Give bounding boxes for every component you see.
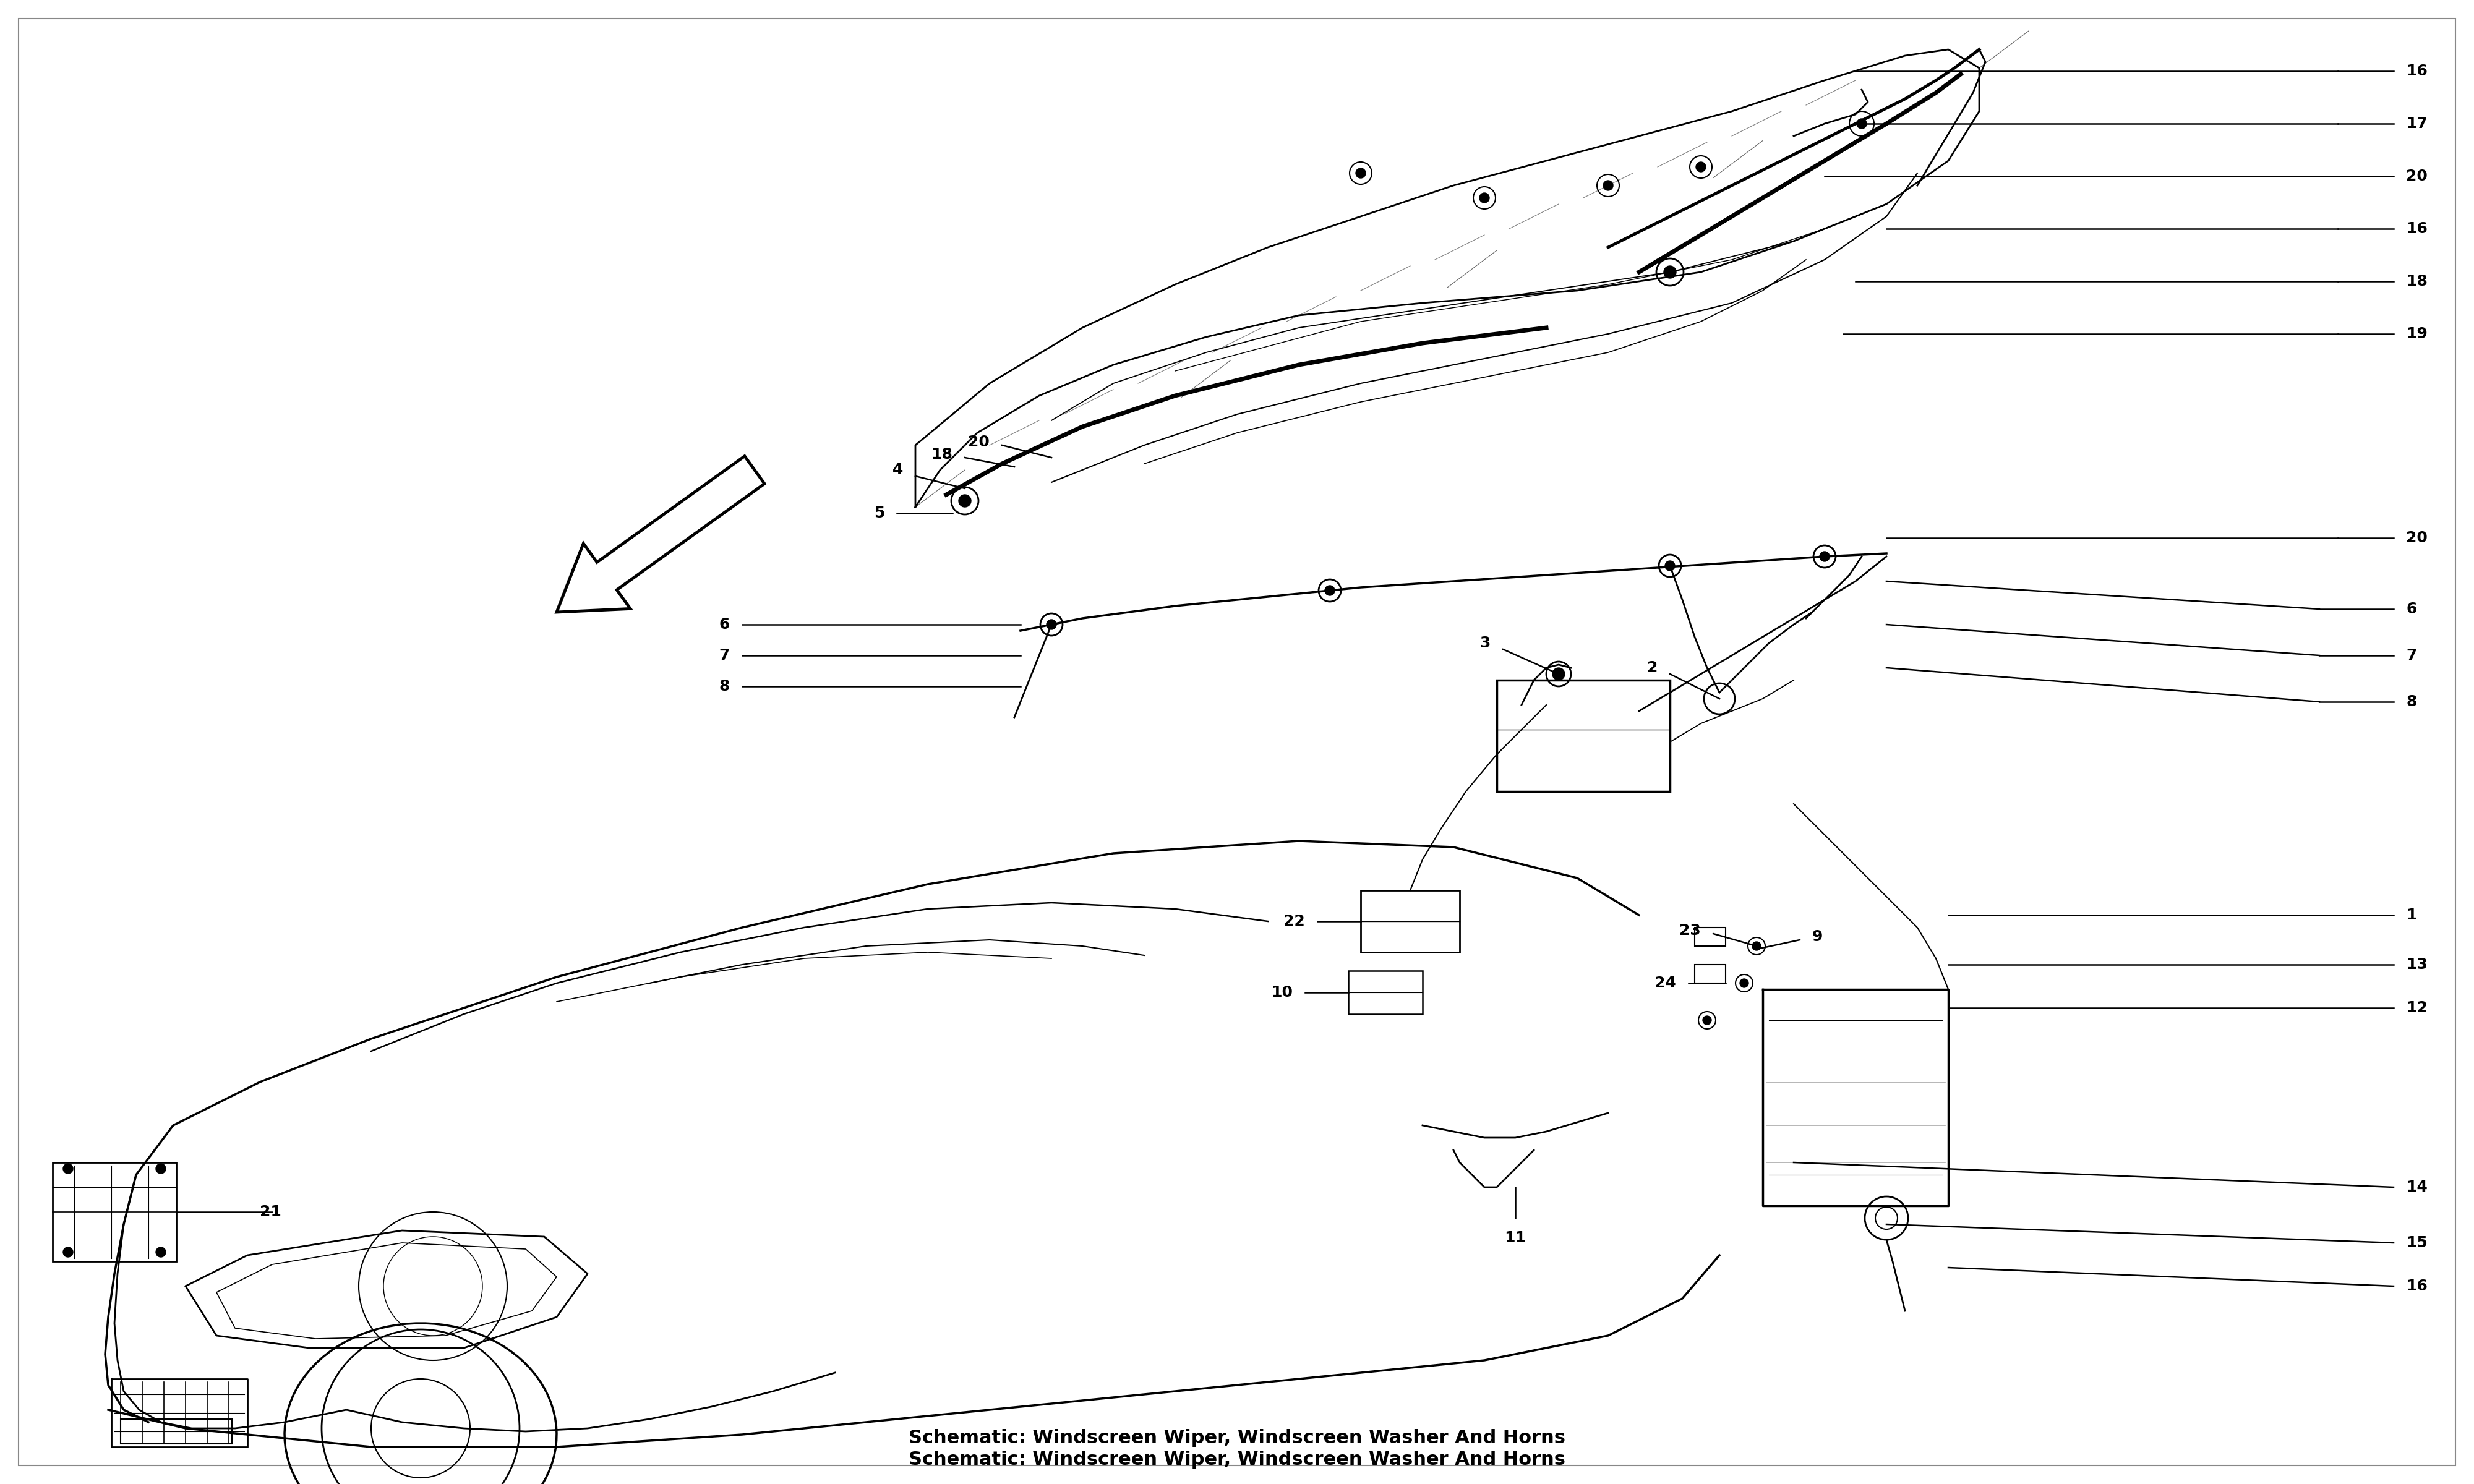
- Text: 7: 7: [720, 649, 730, 663]
- Text: 20: 20: [2405, 530, 2427, 545]
- Text: 22: 22: [1284, 914, 1306, 929]
- Text: 18: 18: [2405, 275, 2427, 289]
- Text: 7: 7: [2405, 649, 2417, 663]
- Bar: [1695, 927, 1727, 947]
- Circle shape: [1603, 181, 1613, 190]
- Circle shape: [64, 1163, 74, 1174]
- Bar: [1695, 965, 1727, 982]
- Text: 6: 6: [2405, 601, 2417, 616]
- Text: 3: 3: [1479, 635, 1489, 650]
- Bar: [1361, 890, 1460, 953]
- Circle shape: [1697, 162, 1707, 172]
- Text: 17: 17: [2405, 116, 2427, 131]
- Circle shape: [156, 1247, 166, 1257]
- Text: 21: 21: [260, 1205, 282, 1220]
- Circle shape: [64, 1247, 74, 1257]
- Text: Schematic: Windscreen Wiper, Windscreen Washer And Horns: Schematic: Windscreen Wiper, Windscreen …: [908, 1451, 1566, 1469]
- Circle shape: [1356, 168, 1366, 178]
- Text: 23: 23: [1680, 923, 1702, 938]
- Text: 1: 1: [2405, 908, 2417, 923]
- Text: 16: 16: [2405, 1279, 2427, 1294]
- Circle shape: [156, 1163, 166, 1174]
- Circle shape: [1479, 193, 1489, 203]
- Circle shape: [1821, 552, 1831, 561]
- Circle shape: [1856, 119, 1868, 129]
- Text: 5: 5: [873, 506, 886, 521]
- Text: 12: 12: [2405, 1000, 2427, 1015]
- Circle shape: [1702, 1017, 1712, 1024]
- Text: 4: 4: [893, 463, 903, 478]
- Circle shape: [1047, 620, 1056, 629]
- Text: 2: 2: [1648, 660, 1658, 675]
- Text: 11: 11: [1504, 1230, 1526, 1245]
- Text: 10: 10: [1272, 985, 1291, 1000]
- Text: 8: 8: [720, 680, 730, 693]
- Bar: [1348, 971, 1423, 1014]
- Text: 20: 20: [967, 435, 990, 450]
- Text: 20: 20: [2405, 169, 2427, 184]
- Text: 6: 6: [720, 617, 730, 632]
- Text: 9: 9: [1811, 929, 1823, 944]
- Text: 19: 19: [2405, 326, 2427, 341]
- Bar: [1497, 680, 1670, 791]
- Circle shape: [1663, 266, 1677, 279]
- Circle shape: [960, 494, 970, 508]
- Circle shape: [1665, 561, 1675, 571]
- Text: 16: 16: [2405, 64, 2427, 79]
- Text: 15: 15: [2405, 1235, 2427, 1250]
- Text: 13: 13: [2405, 957, 2427, 972]
- Bar: [121, 1419, 233, 1444]
- Circle shape: [1752, 942, 1761, 950]
- Circle shape: [1739, 979, 1749, 987]
- Text: 18: 18: [930, 447, 952, 462]
- Text: Schematic: Windscreen Wiper, Windscreen Washer And Horns: Schematic: Windscreen Wiper, Windscreen …: [908, 1429, 1566, 1447]
- Text: 16: 16: [2405, 221, 2427, 236]
- Text: 14: 14: [2405, 1180, 2427, 1195]
- Bar: [52, 1162, 176, 1261]
- Circle shape: [1554, 668, 1566, 680]
- Text: 24: 24: [1655, 976, 1677, 991]
- Text: 8: 8: [2405, 695, 2417, 709]
- FancyArrow shape: [557, 456, 764, 611]
- Circle shape: [1326, 586, 1336, 595]
